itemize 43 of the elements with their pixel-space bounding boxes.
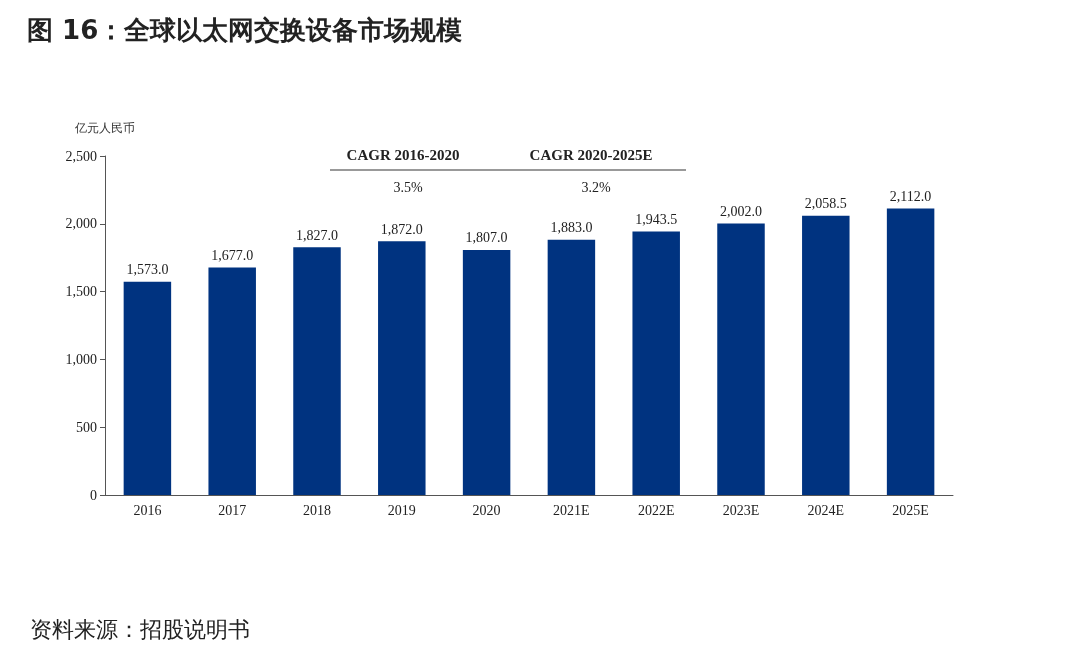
y-tick-label: 0 <box>90 487 97 503</box>
bar <box>462 249 511 495</box>
bar <box>547 239 596 495</box>
bar <box>632 231 680 495</box>
data-label: 1,943.5 <box>635 211 678 227</box>
y-tick-label: 500 <box>76 419 97 435</box>
x-tick-label: 2021E <box>553 502 590 518</box>
bar <box>123 281 172 495</box>
bar <box>293 247 341 495</box>
x-tick-label: 2017 <box>218 502 247 518</box>
bar <box>208 267 256 495</box>
data-label: 2,002.0 <box>720 204 762 220</box>
annotation: 3.2% <box>581 179 611 195</box>
y-axis-title: 亿元人民币 <box>74 121 135 135</box>
bar <box>886 208 935 495</box>
y-tick-label: 2,000 <box>65 216 97 232</box>
x-tick-label: 2020 <box>472 502 501 518</box>
annotation: 3.5% <box>393 179 423 195</box>
x-tick-label: 2016 <box>133 502 162 518</box>
x-tick-label: 2022E <box>637 502 675 518</box>
x-tick-label: 2025E <box>892 502 929 518</box>
y-tick-label: 1,500 <box>65 284 97 300</box>
data-label: 1,883.0 <box>550 220 593 236</box>
data-label: 1,872.0 <box>380 221 423 237</box>
text: 资料来源：招股说明书 <box>30 616 250 642</box>
y-tick-label: 2,500 <box>65 148 97 164</box>
x-tick-label: 2023E <box>722 502 760 518</box>
data-label: 1,573.0 <box>126 262 169 278</box>
bar <box>802 215 850 495</box>
x-tick-label: 2018 <box>303 502 331 518</box>
annotation: CAGR 2020-2025E <box>529 146 653 163</box>
x-tick-label: 2019 <box>387 502 416 518</box>
data-label: 2,058.5 <box>804 196 847 212</box>
bar <box>378 241 426 495</box>
bar <box>717 223 765 495</box>
data-label: 2,112.0 <box>889 189 932 205</box>
x-tick-label: 2024E <box>807 502 845 518</box>
data-label: 1,827.0 <box>296 227 338 243</box>
annotation: CAGR 2016-2020 <box>346 146 460 163</box>
data-label: 1,807.0 <box>465 230 508 246</box>
data-label: 1,677.0 <box>211 248 254 264</box>
y-tick-label: 1,000 <box>65 351 97 367</box>
chart-title: 图 16：全球以太网交换设备市场规模 <box>27 15 463 45</box>
